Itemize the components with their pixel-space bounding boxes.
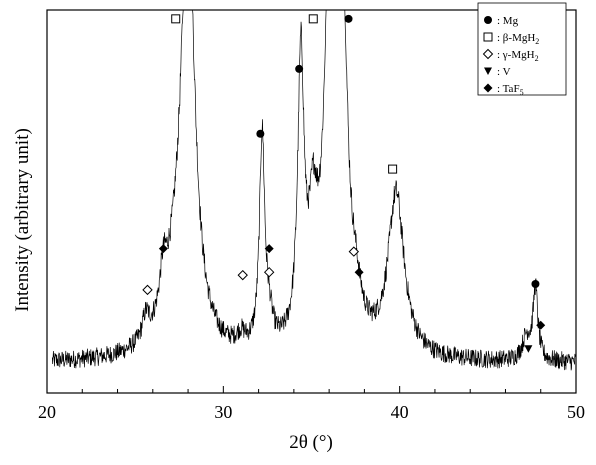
- plot-frame: [46, 9, 577, 394]
- legend-marker: [484, 67, 492, 75]
- x-axis-ticks: 20 30 40 50: [38, 386, 585, 422]
- legend-label: : β-MgH2: [497, 32, 539, 46]
- legend-label: : TaF5: [497, 83, 524, 97]
- phase-marker: [531, 279, 540, 288]
- phase-marker: [388, 164, 398, 174]
- phase-marker: [158, 244, 168, 254]
- legend-marker: [484, 16, 492, 24]
- legend-marker: [483, 83, 493, 93]
- xrd-pattern-line: [51, 9, 577, 371]
- legend-label-subscript: 2: [535, 54, 539, 63]
- phase-marker: [171, 14, 181, 24]
- legend-label: : Mg: [497, 15, 519, 27]
- phase-marker: [354, 267, 364, 277]
- phase-marker: [536, 320, 546, 330]
- phase-marker: [263, 267, 275, 278]
- legend: : Mg : β-MgH2 : γ-MgH2 : V : TaF5: [477, 2, 567, 97]
- y-axis-title: Intensity (arbitrary unit): [12, 128, 33, 312]
- phase-marker: [256, 129, 265, 138]
- legend-label-subscript: 5: [520, 88, 524, 97]
- phase-markers: [142, 14, 546, 353]
- phase-marker: [348, 246, 360, 257]
- x-axis-title: 2θ (°): [289, 432, 333, 453]
- legend-label-subscript: 2: [535, 37, 539, 46]
- legend-box: [477, 2, 567, 96]
- legend-marker: [482, 48, 494, 60]
- x-tick-label: 50: [567, 402, 585, 422]
- xrd-trace-group: [51, 9, 577, 371]
- legend-label: : V: [497, 66, 511, 78]
- legend-marker: [483, 32, 493, 42]
- phase-marker: [237, 269, 248, 281]
- phase-marker: [264, 244, 274, 254]
- phase-marker: [295, 64, 304, 73]
- x-tick-label: 30: [214, 402, 232, 422]
- legend-label: : γ-MgH2: [497, 49, 539, 63]
- x-tick-label: 40: [391, 402, 409, 422]
- phase-marker: [142, 284, 153, 296]
- phase-marker: [524, 345, 533, 353]
- phase-marker: [344, 14, 353, 23]
- x-tick-label: 20: [38, 402, 56, 422]
- phase-marker: [308, 14, 318, 24]
